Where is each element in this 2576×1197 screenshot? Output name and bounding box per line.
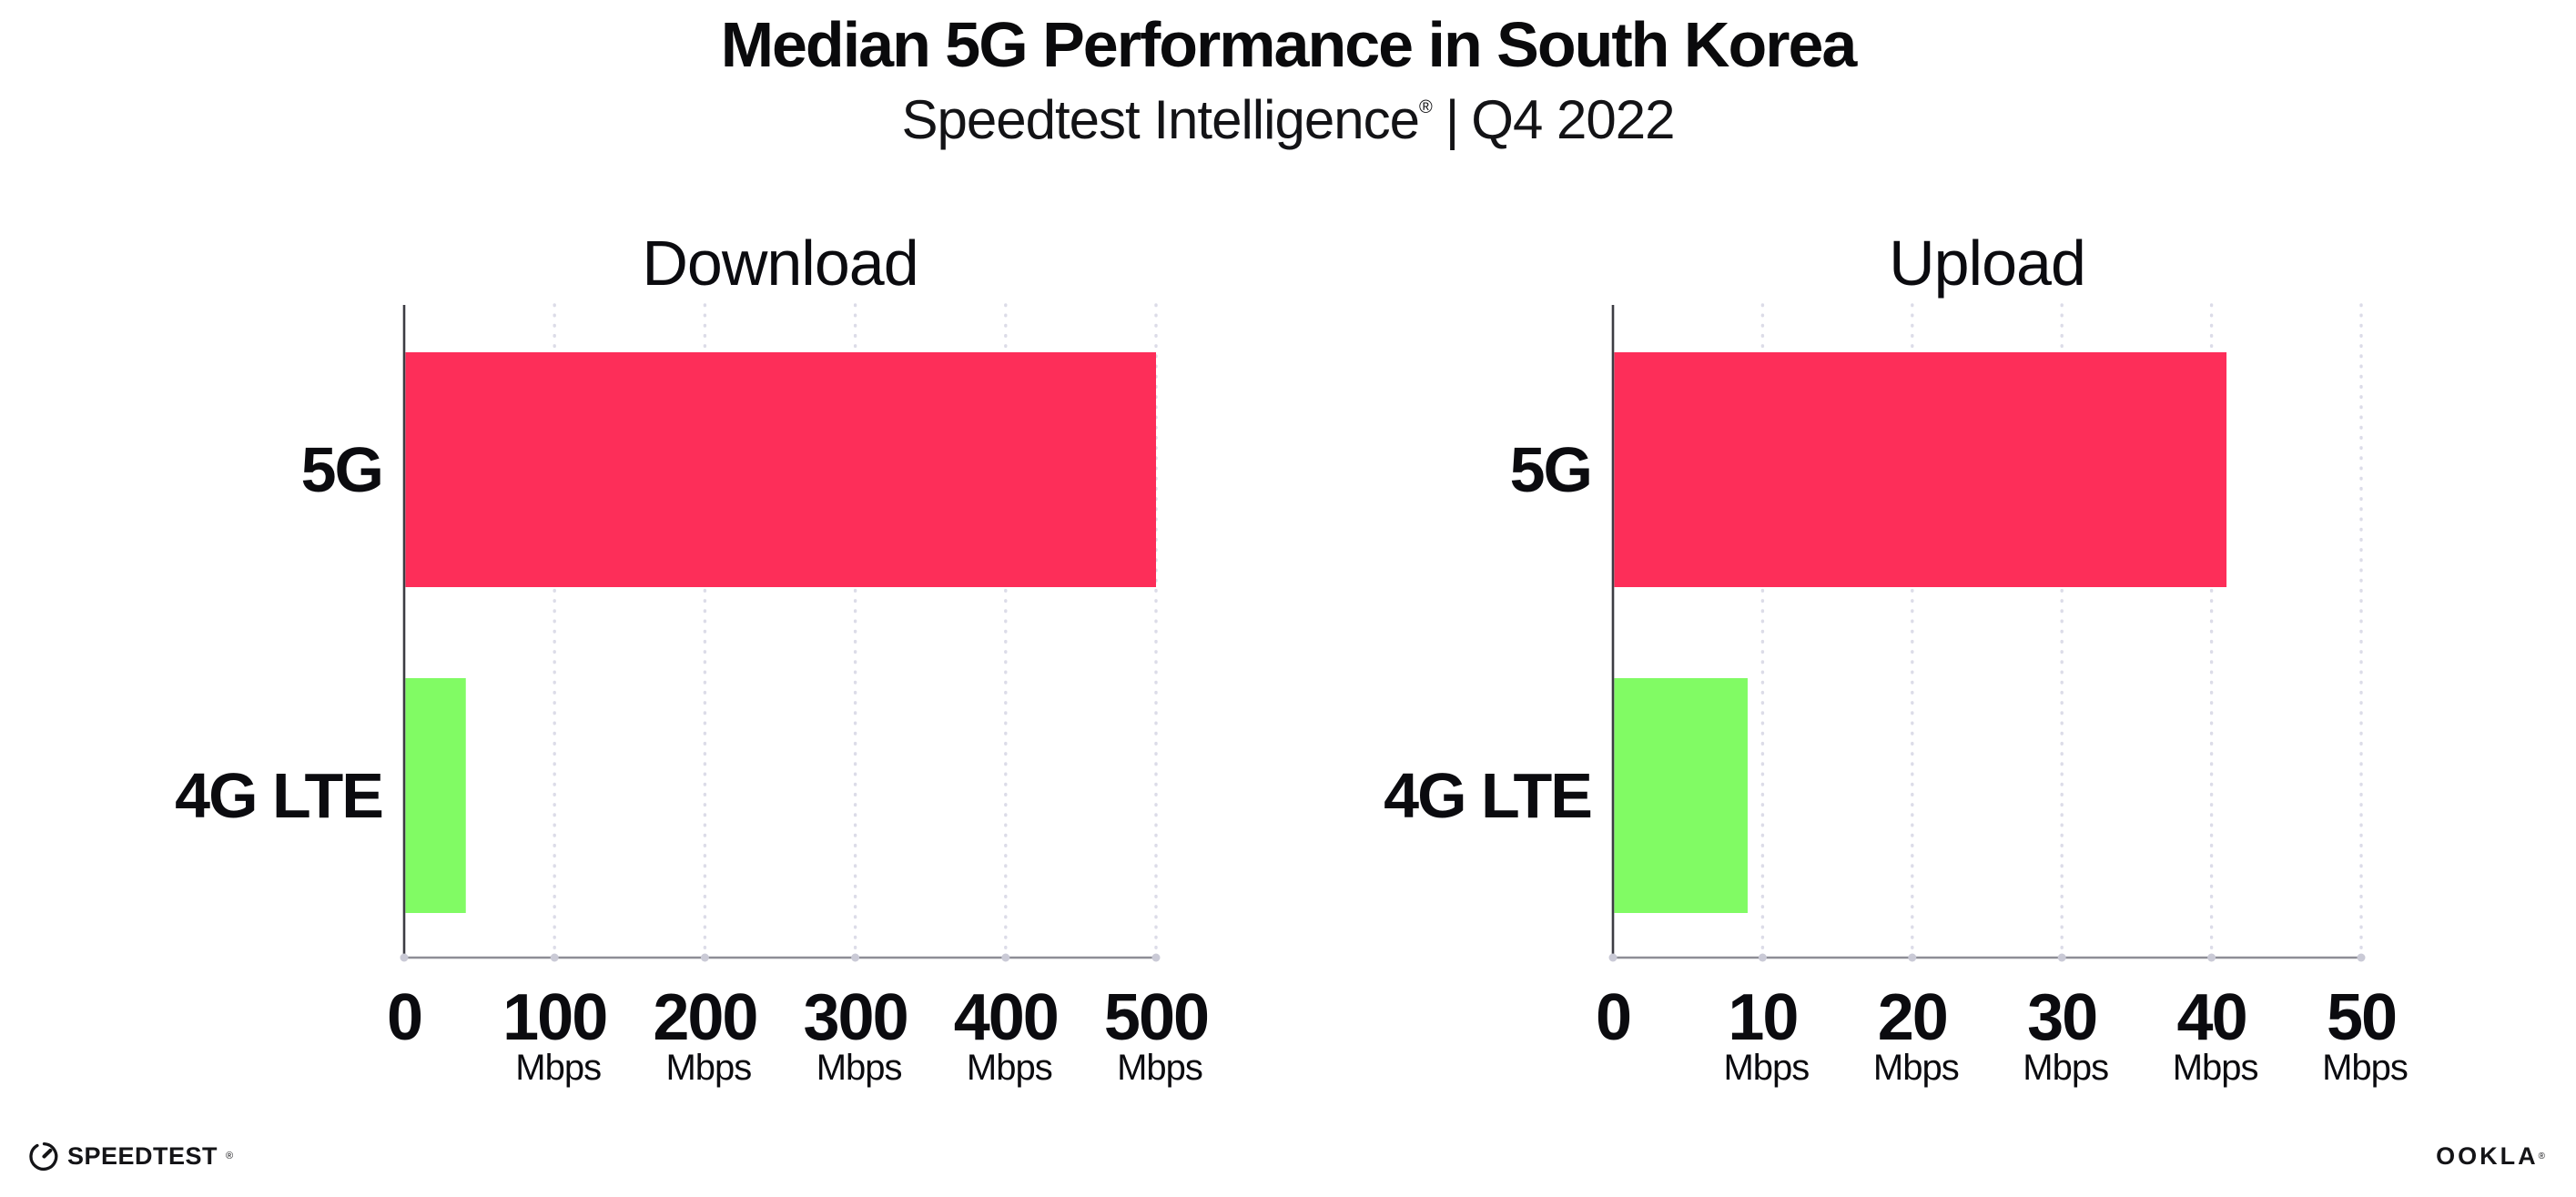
bar-5g [405, 352, 1156, 587]
tick-unit-500: Mbps [1117, 1048, 1202, 1088]
tick-label-0: 0 [1596, 981, 1630, 1054]
tick-dot-50 [2357, 953, 2366, 962]
tick-dot-0 [1608, 953, 1618, 962]
speedtest-gauge-icon [29, 1141, 58, 1171]
tick-unit-10: Mbps [1723, 1048, 1809, 1088]
tick-dot-100 [550, 953, 559, 962]
tick-label-30: 30 [2027, 981, 2096, 1054]
speedtest-logo: SPEEDTEST ® [29, 1140, 233, 1172]
page-subtitle: Speedtest Intelligence® | Q4 2022 [0, 93, 2576, 147]
tick-unit-300: Mbps [816, 1048, 902, 1088]
ookla-registered-icon: ® [2538, 1151, 2545, 1161]
bar-4g-lte [1614, 678, 1748, 913]
tick-unit-100: Mbps [515, 1048, 601, 1088]
bar-4g-lte [405, 678, 466, 913]
category-label-5g: 5G [1510, 434, 1591, 505]
ookla-logo: OOKLA ® [2436, 1141, 2545, 1171]
tick-label-200: 200 [653, 981, 756, 1054]
tick-label-100: 100 [502, 981, 606, 1054]
tick-unit-400: Mbps [967, 1048, 1052, 1088]
tick-dot-400 [1001, 953, 1010, 962]
tick-dot-0 [400, 953, 409, 962]
speedtest-registered-icon: ® [226, 1151, 234, 1161]
tick-label-300: 300 [804, 981, 908, 1054]
category-label-5g: 5G [301, 434, 382, 505]
tick-dot-300 [851, 953, 860, 962]
tick-dot-20 [1908, 953, 1917, 962]
tick-label-400: 400 [954, 981, 1058, 1054]
tick-dot-10 [1758, 953, 1767, 962]
subtitle-separator: | [1445, 89, 1460, 150]
ookla-logo-text: OOKLA [2436, 1141, 2539, 1170]
category-label-4g-lte: 4G LTE [1384, 760, 1591, 831]
bar-5g [1614, 352, 2227, 587]
subtitle-product: Speedtest Intelligence [901, 89, 1420, 150]
tick-label-20: 20 [1878, 981, 1947, 1054]
tick-dot-500 [1151, 953, 1161, 962]
tick-label-500: 500 [1104, 981, 1208, 1054]
tick-dot-200 [700, 953, 709, 962]
tick-label-50: 50 [2327, 981, 2396, 1054]
tick-label-40: 40 [2177, 981, 2246, 1054]
tick-unit-40: Mbps [2173, 1048, 2258, 1088]
chart-title-download: Download [642, 228, 918, 299]
tick-unit-20: Mbps [1873, 1048, 1959, 1088]
tick-unit-200: Mbps [665, 1048, 751, 1088]
tick-unit-50: Mbps [2322, 1048, 2408, 1088]
page-title: Median 5G Performance in South Korea [720, 9, 1858, 80]
speedtest-logo-text: SPEEDTEST [67, 1141, 218, 1170]
tick-dot-30 [2057, 953, 2066, 962]
tick-label-10: 10 [1728, 981, 1797, 1054]
chart-title-upload: Upload [1889, 228, 2085, 299]
tick-unit-30: Mbps [2023, 1048, 2108, 1088]
subtitle-period: Q4 2022 [1471, 89, 1675, 150]
tick-dot-40 [2207, 953, 2216, 962]
category-label-4g-lte: 4G LTE [175, 760, 382, 831]
registered-mark-icon: ® [1418, 97, 1433, 117]
tick-label-0: 0 [387, 981, 421, 1054]
